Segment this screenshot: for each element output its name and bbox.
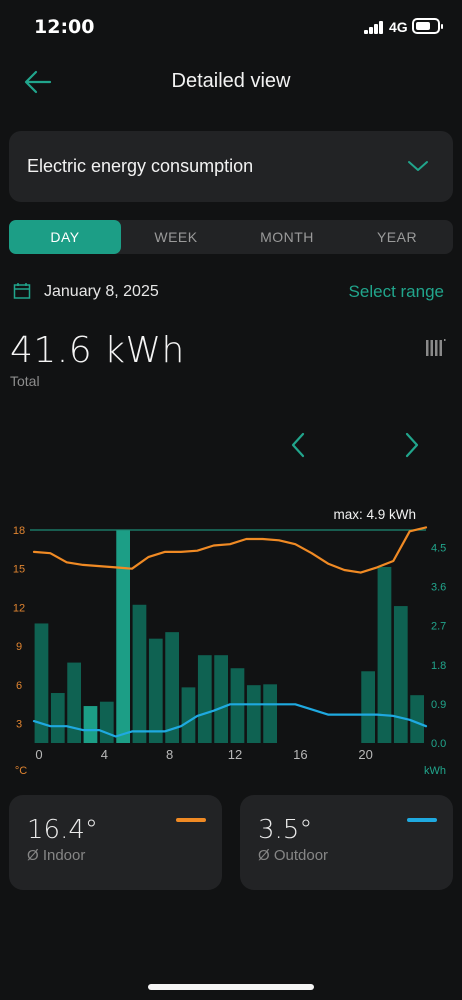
bar-hour-14	[263, 684, 277, 743]
outdoor-temperature-line	[32, 703, 428, 738]
bar-chart-toggle-icon[interactable]	[425, 338, 447, 358]
left-tick-label: 12	[13, 602, 25, 614]
left-tick-label: 15	[13, 564, 25, 576]
status-bar: 12:00 4G	[0, 0, 462, 56]
back-button[interactable]	[20, 64, 56, 100]
tab-week[interactable]: WEEK	[154, 229, 198, 245]
select-range-link[interactable]: Select range	[348, 282, 444, 301]
home-indicator[interactable]	[148, 984, 314, 990]
battery-icon	[412, 18, 443, 34]
left-tick-label: 18	[13, 525, 25, 537]
right-tick-label: 1.8	[431, 660, 446, 672]
status-time: 12:00	[34, 16, 95, 38]
tab-month[interactable]: MONTH	[260, 229, 314, 245]
bar-hour-11	[214, 655, 228, 743]
indoor-legend-swatch	[176, 818, 206, 822]
x-tick-label: 8	[166, 747, 173, 762]
chevron-down-icon	[408, 161, 428, 171]
max-annotation: max: 4.9 kWh	[333, 507, 416, 522]
previous-day-button[interactable]	[286, 430, 310, 460]
chevron-left-icon	[291, 432, 305, 458]
indoor-temperature-line	[32, 526, 428, 574]
calendar-icon	[13, 283, 31, 299]
left-tick-label: 6	[16, 680, 22, 692]
left-tick-label: 9	[16, 641, 22, 653]
bar-hour-7	[148, 638, 163, 743]
dropdown-label: Electric energy consumption	[27, 156, 254, 176]
consumption-type-dropdown[interactable]: Electric energy consumption	[9, 131, 453, 202]
consumption-chart: max: 4.9 kWh 3 6 9 12 15 18 °C 0.0 0.9 1.8 2.7 3.6 4.…	[13, 507, 446, 777]
period-tabs: DAY WEEK MONTH YEAR	[9, 220, 453, 254]
indoor-temperature-label: Ø Indoor	[27, 847, 86, 864]
bar-hour-13	[246, 685, 261, 743]
chevron-right-icon	[405, 432, 419, 458]
outdoor-temperature-card[interactable]: 3.5° Ø Outdoor	[240, 795, 453, 890]
indoor-temperature-value: 16.4°	[27, 815, 98, 845]
bar-hour-23	[410, 695, 424, 743]
outdoor-temperature-label: Ø Outdoor	[258, 847, 329, 864]
network-type: 4G	[389, 19, 408, 35]
total-label: Total	[10, 373, 40, 389]
right-tick-label: 4.5	[431, 542, 446, 554]
bar-hour-2	[67, 662, 81, 743]
x-tick-label: 4	[101, 747, 108, 762]
x-tick-label: 16	[293, 747, 307, 762]
outdoor-legend-swatch	[407, 818, 437, 822]
bar-hour-22	[393, 606, 408, 743]
x-tick-label: 12	[228, 747, 242, 762]
bar-hour-21	[377, 566, 392, 743]
bar-hour-3	[83, 706, 98, 743]
bar-hour-10	[197, 655, 212, 743]
outdoor-temperature-value: 3.5°	[258, 815, 313, 845]
bar-hour-9	[181, 687, 196, 743]
bar-hour-12	[230, 668, 245, 743]
bar-hour-4	[99, 701, 114, 743]
next-day-button[interactable]	[400, 430, 424, 460]
date-row: January 8, 2025 Select range	[0, 276, 462, 308]
right-tick-label: 2.7	[431, 621, 446, 633]
bar-hour-1	[50, 693, 65, 743]
bar-hour-20	[361, 671, 375, 743]
right-tick-label: 3.6	[431, 582, 446, 594]
bar-hour-0	[34, 623, 49, 743]
arrow-left-icon	[24, 70, 52, 94]
x-tick-label: 0	[35, 747, 42, 762]
signal-icon	[364, 21, 384, 34]
left-tick-label: 3	[16, 719, 22, 731]
x-tick-label: 20	[358, 747, 372, 762]
bar-hour-5	[116, 530, 130, 743]
bar-hour-6	[132, 604, 147, 743]
tab-year[interactable]: YEAR	[376, 229, 418, 245]
indoor-temperature-card[interactable]: 16.4° Ø Indoor	[9, 795, 222, 890]
page-title: Detailed view	[171, 70, 291, 92]
total-value: 41.6 kWh	[10, 330, 185, 371]
tab-day[interactable]: DAY	[9, 220, 121, 254]
left-axis-unit: °C	[15, 765, 27, 777]
right-tick-label: 0.9	[431, 699, 446, 711]
bar-hour-8	[165, 632, 179, 743]
right-axis-unit: kWh	[424, 765, 446, 777]
selected-date[interactable]: January 8, 2025	[44, 283, 159, 300]
right-tick-label: 0.0	[431, 738, 446, 750]
